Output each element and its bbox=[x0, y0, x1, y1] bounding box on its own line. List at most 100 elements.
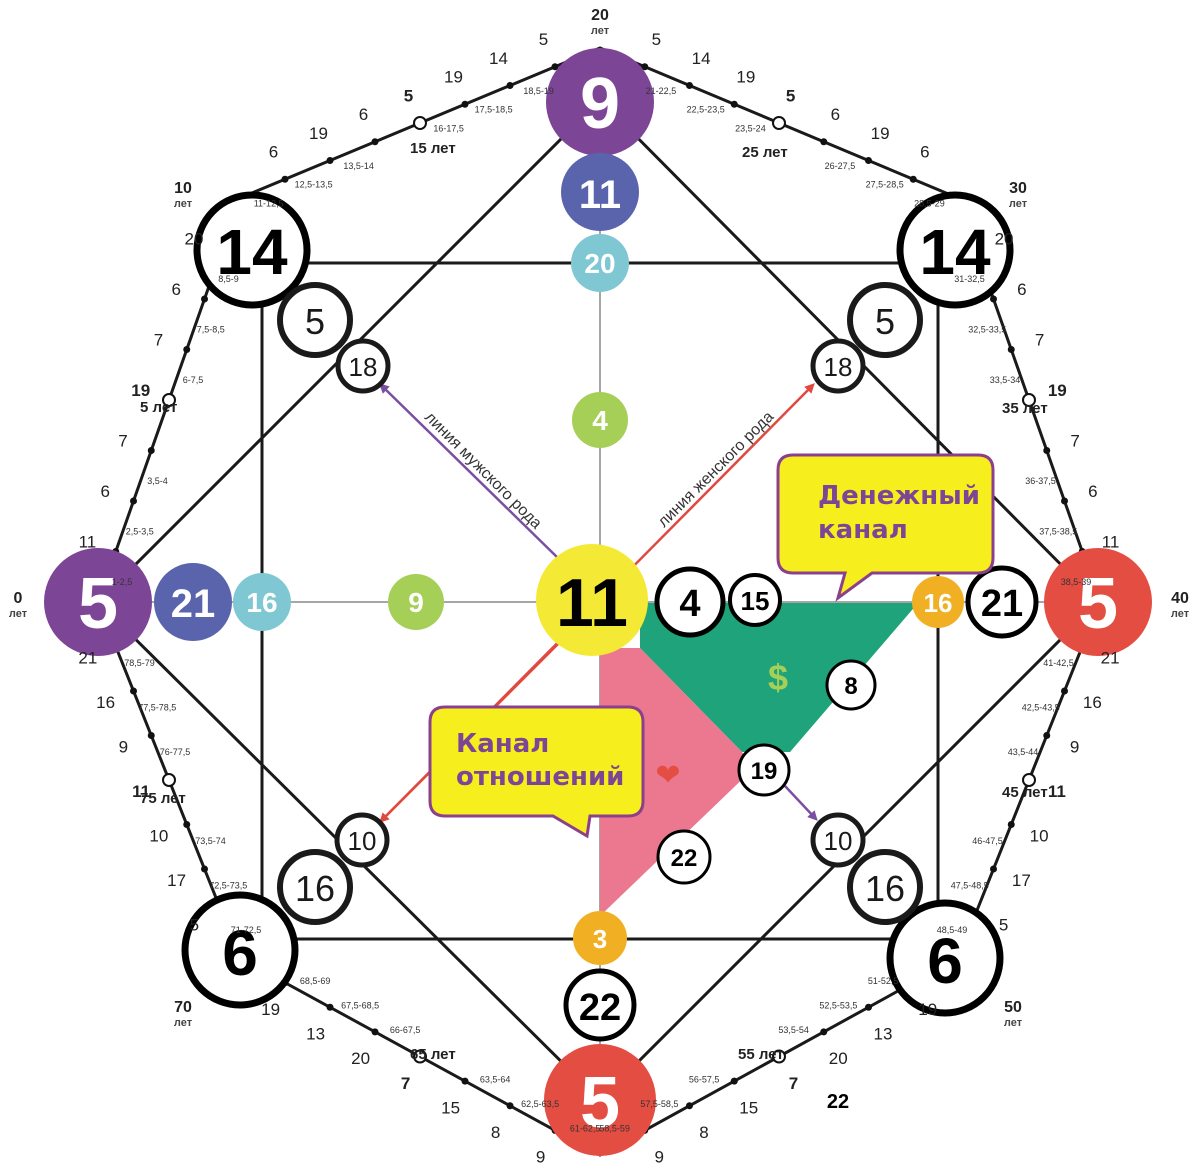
outer-digit: 11 bbox=[1048, 782, 1066, 801]
center-value: 11 bbox=[556, 565, 628, 641]
age-tr-number: 30 bbox=[1009, 180, 1027, 197]
age-tick bbox=[1043, 447, 1051, 454]
tr-inner-circle bbox=[810, 338, 866, 394]
edge-labels: 514195619618,5-1917,5-18,516-17,513,5-14… bbox=[78, 30, 1119, 1167]
age-tick bbox=[641, 63, 649, 71]
age-range-label: 36-37,5 bbox=[1025, 476, 1056, 486]
bl-inner-value: 10 bbox=[348, 826, 377, 856]
outer-digit: 11 bbox=[132, 782, 150, 801]
age-tick bbox=[865, 157, 872, 164]
age-tick bbox=[1007, 346, 1015, 353]
age-tick bbox=[506, 82, 514, 89]
age-tick bbox=[201, 295, 208, 303]
outer-digit: 20 bbox=[829, 1049, 848, 1068]
age-range-label: 57,5-58,5 bbox=[640, 1099, 678, 1109]
corner-top-circle bbox=[546, 48, 654, 156]
age-range-label: 42,5-43,5 bbox=[1022, 702, 1060, 712]
age-range-label: 47,5-48,5 bbox=[951, 880, 989, 890]
age-tick bbox=[1061, 497, 1068, 505]
age-range-label: 63,5-64 bbox=[480, 1074, 511, 1084]
outer-digit: 8 bbox=[699, 1123, 708, 1142]
outer-digit: 9 bbox=[536, 1148, 545, 1167]
outer-digit: 10 bbox=[1030, 827, 1049, 846]
right-a-value: 4 bbox=[679, 583, 700, 625]
age-tick bbox=[990, 295, 997, 303]
money-callout-bubble bbox=[776, 453, 995, 602]
age-range-label: 33,5-34 bbox=[990, 375, 1021, 385]
age-tick bbox=[730, 1077, 738, 1085]
outer-digit: 5 bbox=[404, 86, 413, 105]
age-range-label: 3,5-4 bbox=[147, 476, 168, 486]
outer-digit: 7 bbox=[118, 432, 127, 451]
age-tick bbox=[1022, 393, 1036, 407]
money-callout-line2: канал bbox=[818, 515, 908, 545]
money-callout-line1: Денежный bbox=[818, 481, 980, 511]
age-range-label: 28,5-29 bbox=[914, 198, 945, 208]
age-range-label: 26-27,5 bbox=[825, 161, 856, 171]
bottom-b-circle bbox=[573, 911, 627, 965]
outer-digit: 7 bbox=[154, 331, 163, 350]
outer-digit: 11 bbox=[1102, 533, 1120, 552]
outer-digit: 20 bbox=[184, 230, 203, 249]
age-tick bbox=[1022, 773, 1036, 787]
age-range-label: 43,5-44 bbox=[1008, 747, 1039, 757]
age-range-label: 2,5-3,5 bbox=[126, 527, 154, 537]
tr-outer-circle bbox=[847, 282, 923, 358]
age-tick bbox=[551, 63, 559, 71]
dollar-icon: $ bbox=[768, 657, 788, 698]
outer-digit: 7 bbox=[1070, 432, 1079, 451]
outer-digit: 6 bbox=[171, 280, 180, 299]
age-range-label: 41-42,5 bbox=[1043, 658, 1074, 668]
age-tick bbox=[686, 1102, 693, 1110]
age-range-label: 61-62,5 bbox=[570, 1124, 601, 1134]
top-inner-2-circle bbox=[571, 234, 629, 292]
right-c-value: 16 bbox=[924, 588, 953, 618]
age-tick bbox=[413, 1049, 427, 1064]
br-outer-circle bbox=[847, 849, 923, 925]
age-range-label: 66-67,5 bbox=[390, 1025, 421, 1035]
right-a-circle bbox=[654, 566, 726, 638]
corner-top-value: 9 bbox=[580, 64, 620, 144]
tr-outer-value: 5 bbox=[875, 301, 895, 342]
br-inner-circle bbox=[810, 812, 866, 868]
age-tick bbox=[865, 1003, 872, 1011]
corner-top-right-circle bbox=[896, 191, 1014, 309]
top-inner-3-circle bbox=[572, 392, 628, 448]
outer-digit: 15 bbox=[441, 1098, 460, 1117]
tl-outer-circle bbox=[277, 282, 353, 358]
age-range-label: 48,5-49 bbox=[937, 925, 968, 935]
outer-digit: 7 bbox=[789, 1074, 798, 1093]
corner-bottom-left-circle bbox=[181, 891, 299, 1009]
tr-inner-value: 18 bbox=[824, 352, 853, 382]
outer-digit: 7 bbox=[401, 1074, 410, 1093]
age-tick bbox=[162, 393, 176, 407]
br-outer-value: 16 bbox=[865, 868, 905, 909]
outer-digit: 6 bbox=[920, 143, 929, 162]
top-inner-3-value: 4 bbox=[592, 405, 608, 436]
relationship-callout-bubble bbox=[428, 705, 645, 839]
age-tick bbox=[183, 346, 191, 353]
male-line-arrow bbox=[379, 383, 561, 561]
age-range-label: 71-72,5 bbox=[231, 925, 262, 935]
age-range-label: 67,5-68,5 bbox=[341, 1001, 379, 1011]
corner-top-left-circle bbox=[193, 191, 311, 309]
relationship-callout-line1: Канал bbox=[456, 729, 549, 759]
top-inner-1-value: 11 bbox=[579, 173, 621, 217]
age-range-label: 11-12,5 bbox=[254, 198, 284, 208]
center-circle bbox=[536, 544, 648, 656]
outer-digit: 7 bbox=[1035, 331, 1044, 350]
age-tick bbox=[772, 1049, 786, 1064]
corner-left-value: 5 bbox=[78, 564, 118, 644]
outer-digit: 19 bbox=[131, 381, 150, 400]
age-top-unit: лет bbox=[591, 25, 610, 37]
right-b-value: 15 bbox=[741, 586, 770, 616]
outer-digit: 19 bbox=[871, 124, 890, 143]
age-range-label: 1-2,5 bbox=[112, 577, 133, 587]
age-tick bbox=[147, 732, 155, 739]
age-tick bbox=[326, 1003, 334, 1011]
outer-digit: 19 bbox=[918, 1000, 937, 1019]
age-35: 35 лет bbox=[1002, 400, 1048, 417]
outer-digit: 19 bbox=[736, 68, 755, 87]
age-tick bbox=[130, 497, 137, 505]
